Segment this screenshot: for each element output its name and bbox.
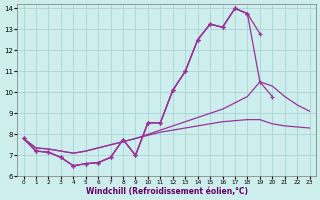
X-axis label: Windchill (Refroidissement éolien,°C): Windchill (Refroidissement éolien,°C) (85, 187, 248, 196)
